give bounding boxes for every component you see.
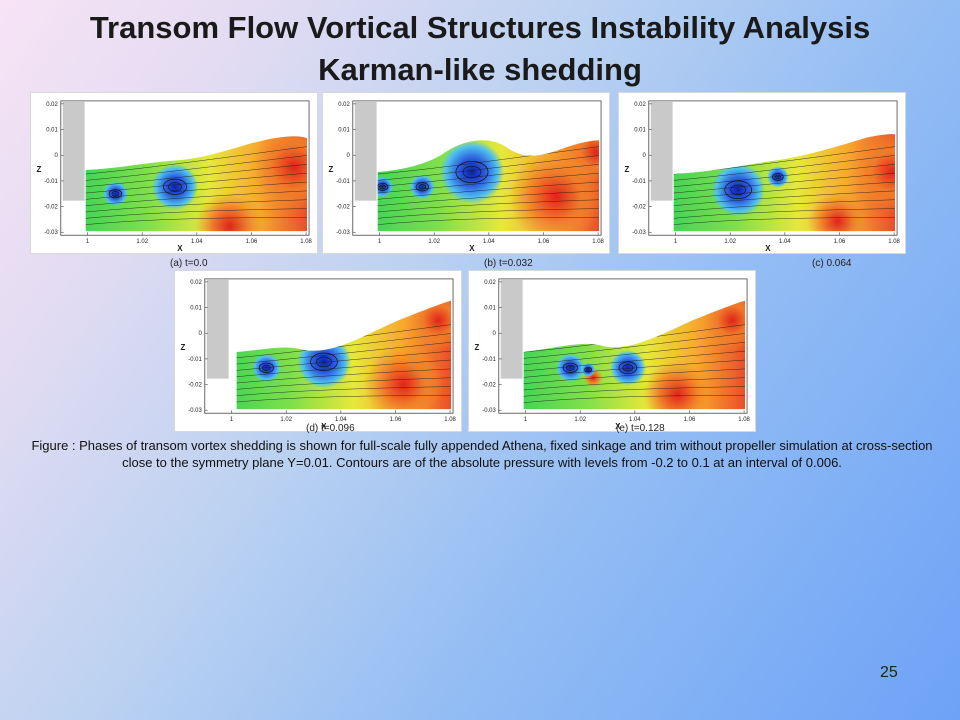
panel-a-caption: (a) t=0.0	[170, 258, 208, 269]
svg-text:0.02: 0.02	[46, 102, 58, 108]
svg-text:-0.02: -0.02	[482, 383, 496, 389]
svg-text:0: 0	[346, 153, 350, 159]
svg-text:Z: Z	[181, 343, 186, 352]
svg-text:0.01: 0.01	[338, 128, 350, 134]
svg-text:-0.02: -0.02	[336, 205, 350, 211]
svg-text:-0.01: -0.01	[188, 357, 202, 363]
svg-text:0.02: 0.02	[484, 280, 496, 286]
svg-text:0.02: 0.02	[338, 102, 350, 108]
svg-text:-0.03: -0.03	[482, 408, 496, 414]
svg-text:-0.02: -0.02	[44, 205, 58, 211]
svg-text:0: 0	[642, 153, 646, 159]
svg-text:1.04: 1.04	[335, 417, 347, 423]
svg-text:1.08: 1.08	[444, 417, 456, 423]
svg-text:X: X	[177, 244, 183, 253]
svg-text:1.04: 1.04	[629, 417, 641, 423]
panel-b-contour-plot: 0.02 0.01 0 -0.01 -0.02 -0.03 1 1.02 1.04 1.06 1.0…	[322, 92, 610, 254]
svg-text:-0.01: -0.01	[632, 179, 646, 185]
svg-text:1.02: 1.02	[136, 239, 148, 245]
svg-text:X: X	[469, 244, 475, 253]
svg-text:0.02: 0.02	[634, 102, 646, 108]
svg-text:1.08: 1.08	[300, 239, 312, 245]
svg-text:-0.03: -0.03	[336, 230, 350, 236]
page-number: 25	[880, 664, 898, 681]
svg-text:1.02: 1.02	[724, 239, 736, 245]
panel-b-caption: (b) t=0.032	[484, 258, 533, 269]
svg-text:-0.02: -0.02	[632, 205, 646, 211]
svg-text:1.04: 1.04	[483, 239, 495, 245]
svg-text:0.01: 0.01	[634, 128, 646, 134]
figure-caption: Figure : Phases of transom vortex sheddi…	[31, 438, 933, 470]
svg-text:1.08: 1.08	[738, 417, 750, 423]
svg-text:1.06: 1.06	[538, 239, 550, 245]
panel-d-caption: (d) t=0.096	[306, 423, 355, 434]
panel-e-caption: (e) t=0.128	[616, 423, 665, 434]
svg-text:X: X	[765, 244, 771, 253]
svg-text:1.04: 1.04	[191, 239, 203, 245]
svg-text:1.08: 1.08	[888, 239, 900, 245]
svg-text:0.01: 0.01	[46, 128, 58, 134]
svg-text:1: 1	[230, 417, 234, 423]
svg-text:Z: Z	[37, 165, 42, 174]
svg-text:-0.03: -0.03	[188, 408, 202, 414]
svg-text:1: 1	[86, 239, 90, 245]
svg-text:1: 1	[524, 417, 528, 423]
svg-text:1: 1	[378, 239, 382, 245]
svg-text:1.02: 1.02	[280, 417, 292, 423]
svg-text:1: 1	[674, 239, 678, 245]
slide-title-line-2: Karman-like shedding	[318, 52, 642, 87]
svg-text:Z: Z	[475, 343, 480, 352]
panel-e-contour-plot: 0.02 0.01 0 -0.01 -0.02 -0.03 1 1.02 1.04 1.06 1.0…	[468, 270, 756, 432]
svg-text:-0.01: -0.01	[482, 357, 496, 363]
svg-text:Z: Z	[329, 165, 334, 174]
svg-text:0.01: 0.01	[484, 306, 496, 312]
svg-text:X: X	[615, 422, 621, 431]
panel-d-contour-plot: 0.02 0.01 0 -0.01 -0.02 -0.03 1 1.02 1.04 1.06 1.0…	[174, 270, 462, 432]
panel-c-caption: (c) 0.064	[812, 258, 852, 269]
panel-a-contour-plot: 0.02 0.01 0 -0.01 -0.02 -0.03 1 1.02 1.04 1.06 1.0…	[30, 92, 318, 254]
svg-text:-0.02: -0.02	[188, 383, 202, 389]
svg-text:0: 0	[198, 331, 202, 337]
svg-text:Z: Z	[625, 165, 630, 174]
svg-text:-0.03: -0.03	[44, 230, 58, 236]
svg-text:1.02: 1.02	[428, 239, 440, 245]
svg-text:0.01: 0.01	[190, 306, 202, 312]
svg-text:X: X	[321, 422, 327, 431]
svg-text:-0.01: -0.01	[44, 179, 58, 185]
svg-text:0.02: 0.02	[190, 280, 202, 286]
svg-text:0: 0	[54, 153, 58, 159]
svg-text:1.06: 1.06	[246, 239, 258, 245]
svg-text:1.06: 1.06	[684, 417, 696, 423]
svg-text:1.04: 1.04	[779, 239, 791, 245]
svg-text:-0.03: -0.03	[632, 230, 646, 236]
svg-text:1.08: 1.08	[592, 239, 604, 245]
svg-text:1.02: 1.02	[574, 417, 586, 423]
svg-text:1.06: 1.06	[390, 417, 402, 423]
svg-text:-0.01: -0.01	[336, 179, 350, 185]
slide-title-line-1: Transom Flow Vortical Structures Instabi…	[89, 10, 871, 45]
panel-c-contour-plot: 0.02 0.01 0 -0.01 -0.02 -0.03 1 1.02 1.04 1.06 1.0…	[618, 92, 906, 254]
svg-text:1.06: 1.06	[834, 239, 846, 245]
svg-text:0: 0	[492, 331, 496, 337]
